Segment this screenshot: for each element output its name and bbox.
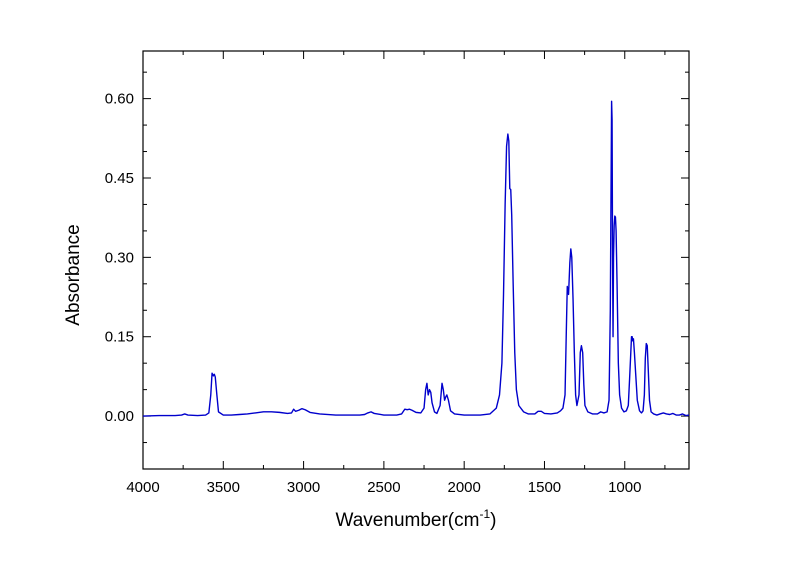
axis-ticks bbox=[142, 51, 689, 470]
x-axis-title-base: Wavenumber(cm bbox=[336, 510, 480, 531]
x-axis-title-suffix: ) bbox=[490, 510, 496, 531]
series-group bbox=[142, 100, 690, 417]
x-axis-title-superscript: -1 bbox=[479, 507, 490, 521]
x-tick-label: 4000 bbox=[126, 479, 159, 496]
x-tick-label: 2000 bbox=[447, 479, 480, 496]
x-axis-title: Wavenumber(cm-1) bbox=[336, 507, 497, 531]
y-tick-label: 0.30 bbox=[105, 249, 134, 266]
x-tick-label: 1500 bbox=[528, 479, 561, 496]
axis-tick-labels: 4000 3500 3000 2500 2000 1500 1000 0.00 0.15 0.30… bbox=[105, 91, 642, 496]
y-tick-label: 0.15 bbox=[105, 329, 134, 346]
y-tick-label: 0.60 bbox=[105, 91, 134, 108]
x-tick-label: 3500 bbox=[207, 479, 240, 496]
y-axis-title: Absorbance bbox=[63, 224, 84, 325]
x-tick-label: 2500 bbox=[367, 479, 400, 496]
plot-frame bbox=[142, 50, 690, 470]
spectrum-line bbox=[142, 100, 690, 417]
y-tick-label: 0.00 bbox=[105, 408, 134, 425]
x-tick-label: 1000 bbox=[608, 479, 641, 496]
y-tick-label: 0.45 bbox=[105, 170, 134, 187]
x-tick-label: 3000 bbox=[287, 479, 320, 496]
